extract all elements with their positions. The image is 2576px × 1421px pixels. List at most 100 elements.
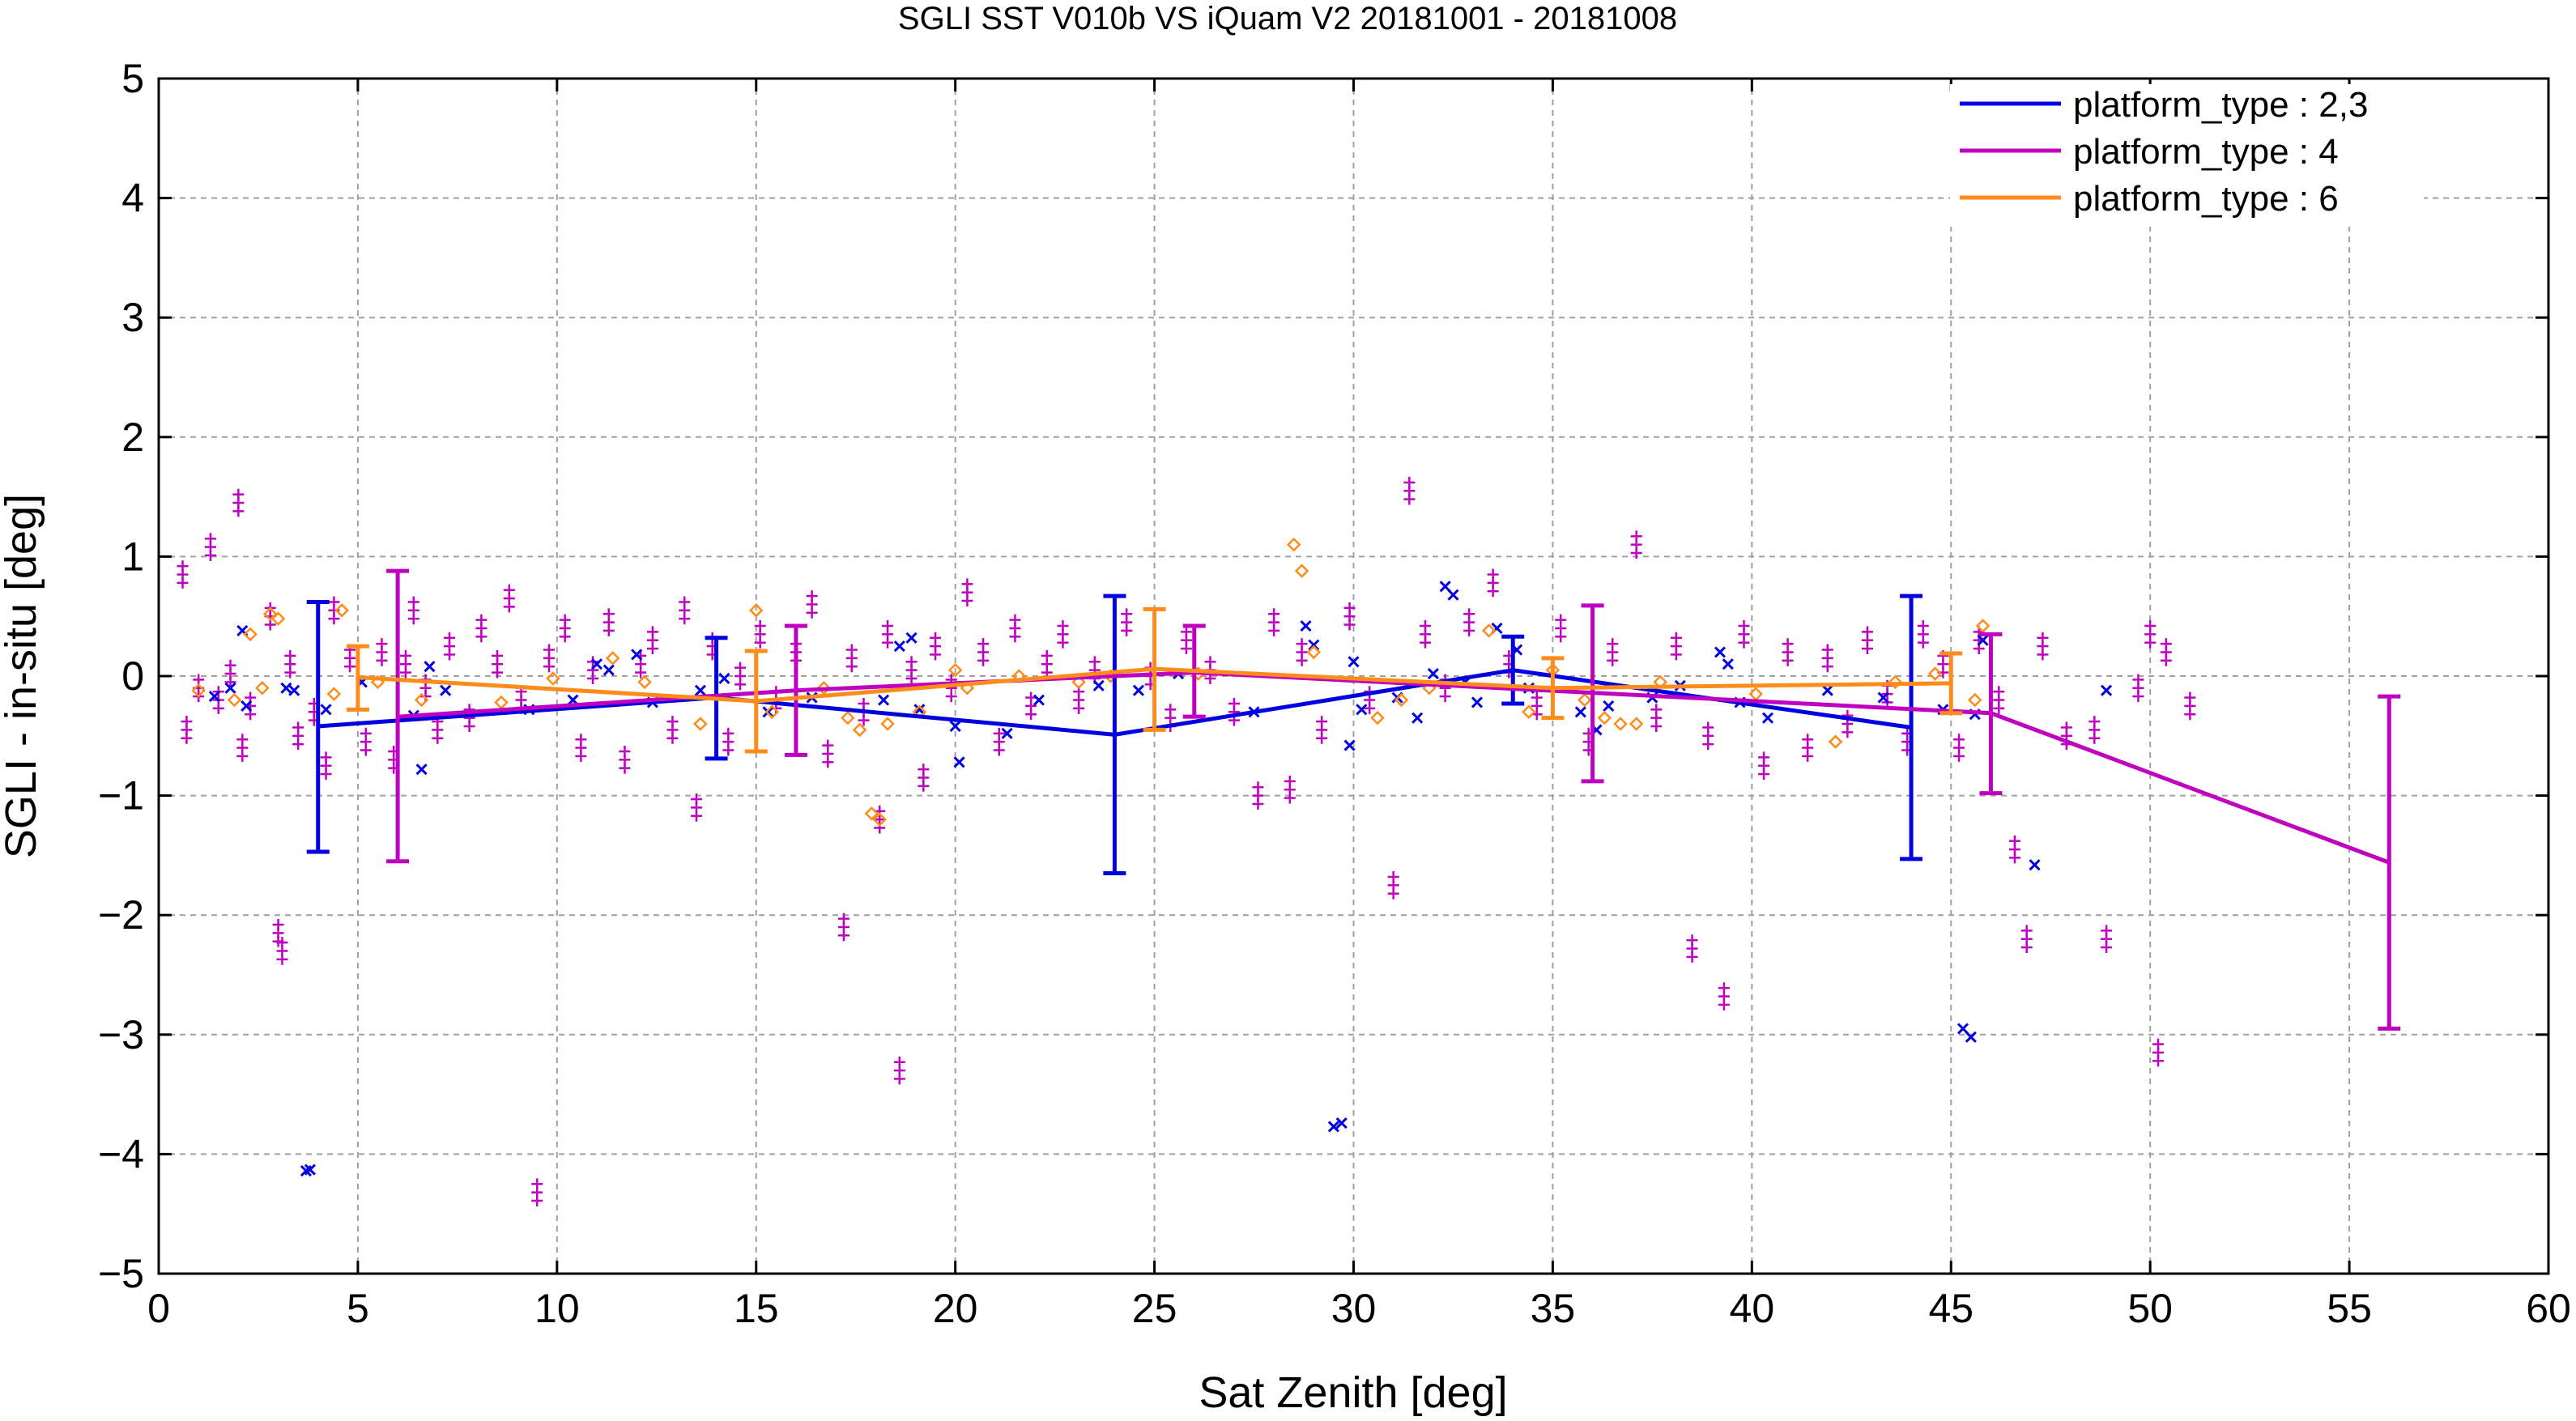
scatter-point-plus-marker: [690, 793, 702, 806]
scatter-point-plus-marker: [492, 649, 504, 662]
scatter-point-diamond-marker: [243, 627, 258, 642]
scatter-point-plus-marker: [858, 697, 870, 709]
scatter-point-plus-marker: [1630, 530, 1642, 542]
marker-stroke: [236, 624, 249, 636]
scatter-point-x-marker: [1965, 1031, 1977, 1043]
scatter-point-plus-marker: [2184, 708, 2196, 721]
marker-stroke: [1977, 634, 1989, 646]
marker-stroke: [1335, 1117, 1348, 1130]
marker-stroke: [1092, 679, 1105, 691]
scatter-point-plus-marker: [1296, 638, 1308, 650]
scatter-point-plus-marker: [1343, 602, 1356, 614]
scatter-point-plus-marker: [918, 780, 930, 792]
scatter-point-plus-marker: [531, 1194, 543, 1206]
scatter-point-plus-marker: [1861, 626, 1873, 638]
scatter-point-plus-marker: [177, 576, 189, 589]
scatter-point-plus-marker: [977, 638, 990, 650]
scatter-point-plus-marker: [806, 590, 818, 602]
scatter-point-diamond-marker: [1306, 645, 1322, 660]
scatter-point-plus-marker: [945, 691, 957, 703]
scatter-point-x-marker: [1603, 700, 1615, 712]
scatter-point-x-marker: [590, 658, 603, 670]
marker-stroke: [1956, 1023, 1969, 1035]
scatter-point-x-marker: [1132, 684, 1144, 696]
error-bar: [1501, 634, 1525, 706]
scatter-point-x-marker: [602, 664, 615, 676]
scatter-point-plus-marker: [399, 649, 411, 662]
scatter-point-plus-marker: [475, 631, 488, 643]
scatter-point-plus-marker: [1121, 624, 1133, 636]
scatter-point-plus-marker: [1487, 568, 1499, 581]
scatter-point-plus-marker: [2020, 942, 2033, 954]
y-tick-label: 0: [121, 653, 144, 699]
scatter-point-plus-marker: [1821, 661, 1833, 673]
x-tick-label: 55: [2327, 1286, 2372, 1331]
scatter-point-plus-marker: [224, 676, 236, 688]
scatter-point-diamond-marker: [227, 692, 242, 708]
legend-label-platform-6: platform_type : 6: [2073, 179, 2339, 219]
scatter-point-diamond-marker: [1370, 710, 1385, 725]
scatter-point-plus-marker: [1487, 585, 1499, 598]
scatter-point-x-marker: [1574, 706, 1586, 718]
scatter-point-plus-marker: [2008, 835, 2020, 847]
scatter-point-plus-marker: [1738, 636, 1750, 649]
error-bar: [1143, 606, 1166, 732]
marker-stroke: [1132, 684, 1144, 696]
y-tick-label: 2: [121, 415, 144, 460]
error-bar: [1900, 594, 1923, 862]
marker-stroke: [1722, 658, 1734, 670]
scatter-point-plus-marker: [602, 624, 615, 636]
scatter-point-plus-marker: [1782, 654, 1794, 666]
error-bar: [346, 644, 369, 712]
scatter-point-plus-marker: [1364, 702, 1376, 714]
scatter-point-plus-marker: [1782, 638, 1794, 650]
marker-stroke: [2029, 859, 2041, 871]
scatter-point-diamond-marker: [1828, 734, 1843, 749]
scatter-point-x-marker: [913, 704, 926, 716]
scatter-point-plus-marker: [376, 654, 388, 666]
scatter-point-plus-marker: [212, 702, 224, 714]
scatter-point-diamond-marker: [1967, 692, 1982, 708]
y-tick-label: −4: [98, 1131, 144, 1176]
marker-stroke: [288, 684, 300, 696]
scatter-point-diamond-marker: [1927, 666, 1943, 681]
scatter-point-x-marker: [1308, 639, 1320, 651]
scatter-point-plus-marker: [444, 649, 456, 661]
scatter-point-plus-marker: [845, 661, 858, 673]
scatter-point-plus-marker: [1316, 732, 1328, 744]
scatter-point-x-marker: [905, 632, 918, 644]
scatter-point-plus-marker: [1204, 656, 1216, 668]
scatter-point-plus-marker: [1802, 734, 1814, 746]
scatter-point-diamond-marker: [1294, 564, 1309, 578]
scatter-point-x-marker: [288, 684, 300, 696]
x-tick-label: 15: [734, 1286, 779, 1331]
marker-stroke: [1877, 691, 1889, 704]
scatter-point-x-marker: [1001, 727, 1013, 739]
marker-stroke: [1427, 667, 1439, 680]
x-tick-label: 50: [2127, 1286, 2173, 1331]
scatter-point-plus-marker: [993, 744, 1005, 756]
scatter-point-plus-marker: [276, 953, 288, 965]
scatter-point-plus-marker: [181, 716, 193, 728]
marker-stroke: [415, 764, 428, 776]
marker-stroke: [1343, 739, 1356, 751]
scatter-point-plus-marker: [905, 656, 918, 668]
scatter-point-plus-marker: [602, 608, 615, 620]
scatter-point-diamond-marker: [1286, 537, 1301, 552]
scatter-point-diamond-marker: [637, 674, 652, 690]
marker-stroke: [1411, 712, 1424, 724]
scatter-point-x-marker: [440, 684, 452, 696]
scatter-point-plus-marker: [1296, 654, 1308, 666]
scatter-point-x-marker: [1092, 679, 1105, 691]
scatter-point-x-marker: [241, 700, 253, 712]
marker-stroke: [762, 706, 774, 718]
scatter-point-plus-marker: [679, 596, 691, 608]
scatter-point-plus-marker: [2144, 636, 2157, 649]
scatter-point-plus-marker: [1718, 982, 1730, 994]
y-tick-label: 4: [121, 176, 144, 221]
scatter-point-diamond-marker: [1071, 674, 1086, 690]
legend-box-background: [1950, 84, 2424, 227]
scatter-point-plus-marker: [1670, 649, 1682, 661]
